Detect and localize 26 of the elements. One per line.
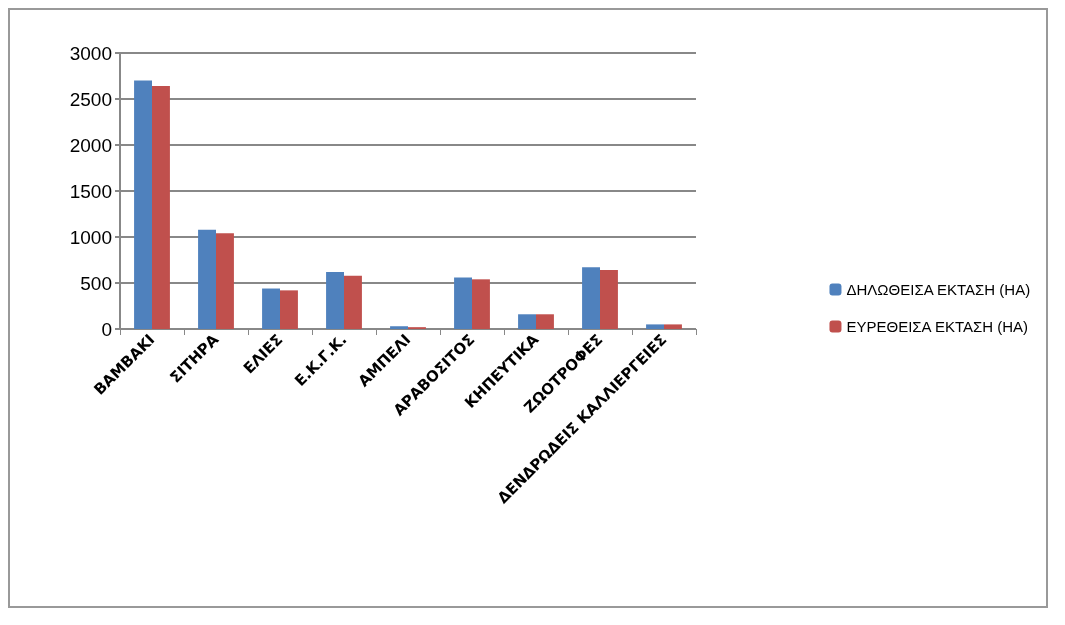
bar [152,86,170,329]
bar [472,279,490,329]
bar [390,326,408,329]
legend-label: ΔΗΛΩΘΕΙΣΑ ΕΚΤΑΣΗ (HA) [846,281,1031,298]
bar [344,275,362,329]
bar [198,229,216,329]
legend-label: ΕΥΡΕΘΕΙΣΑ ΕΚΤΑΣΗ (HA) [846,318,1029,335]
y-tick-label: 2500 [69,88,112,110]
y-tick-label: 500 [80,272,112,294]
bar [646,324,664,329]
bar [664,324,682,329]
bar [582,267,600,329]
bar [216,233,234,329]
bar [536,314,554,329]
bar [454,277,472,329]
bar [518,314,536,329]
bar [134,80,152,329]
y-tick-label: 1500 [69,180,112,202]
y-tick-label: 1000 [69,226,112,248]
bar [262,288,280,329]
bar [600,270,618,329]
y-tick-label: 3000 [69,42,112,64]
bar [280,290,298,329]
y-tick-label: 0 [101,318,112,340]
y-tick-label: 2000 [69,134,112,156]
bar [326,271,344,329]
